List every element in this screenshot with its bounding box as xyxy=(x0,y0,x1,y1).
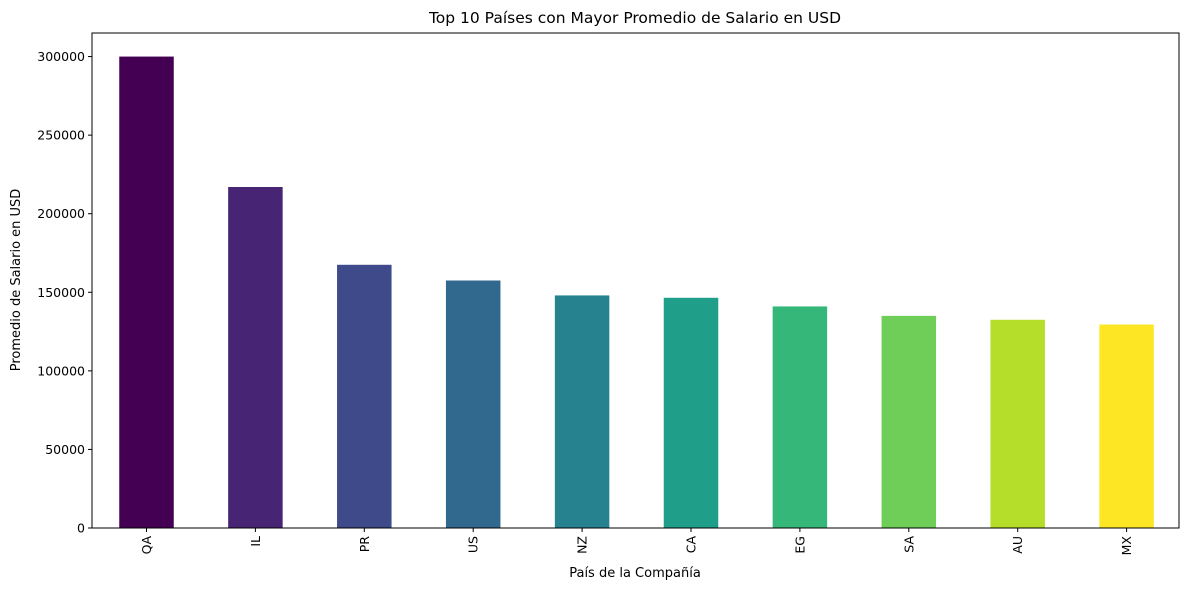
bars-group xyxy=(119,56,1154,528)
y-tick-label: 100000 xyxy=(37,363,85,378)
x-tick-label-au: AU xyxy=(1010,536,1025,554)
x-tick-label-eg: EG xyxy=(792,536,807,554)
y-tick-label: 150000 xyxy=(37,285,85,300)
x-tick-label-nz: NZ xyxy=(575,536,590,554)
y-tick-label: 300000 xyxy=(37,49,85,64)
x-tick-label-ca: CA xyxy=(684,536,699,554)
x-tick-label-pr: PR xyxy=(357,536,372,553)
bar-il xyxy=(228,187,283,528)
x-tick-label-qa: QA xyxy=(139,536,154,555)
y-tick-label: 250000 xyxy=(37,128,85,143)
x-axis-ticks: QA IL PR US NZ CA EG SA AU MX xyxy=(139,528,1134,555)
bar-us xyxy=(445,280,501,528)
y-axis-label: Promedio de Salario en USD xyxy=(9,189,24,372)
chart-title: Top 10 Países con Mayor Promedio de Sala… xyxy=(428,9,841,27)
bar-sa xyxy=(881,315,937,528)
x-tick-label-mx: MX xyxy=(1119,536,1134,556)
bar-mx xyxy=(1099,324,1154,528)
bar-eg xyxy=(772,306,828,528)
x-tick-label-il: IL xyxy=(248,536,263,547)
y-tick-label: 0 xyxy=(77,521,85,536)
bar-qa xyxy=(119,56,174,528)
y-tick-label: 200000 xyxy=(37,206,85,221)
y-axis-ticks: 0 50000 100000 150000 200000 250000 300000 xyxy=(37,49,92,536)
y-tick-label: 50000 xyxy=(45,442,85,457)
x-tick-label-us: US xyxy=(466,536,481,553)
x-tick-label-sa: SA xyxy=(901,536,916,553)
plot-frame xyxy=(91,32,1180,529)
x-axis-label: País de la Compañía xyxy=(569,566,701,581)
bar-pr xyxy=(337,264,392,528)
bar-nz xyxy=(554,295,610,528)
bar-ca xyxy=(663,297,719,528)
bar-au xyxy=(990,319,1045,528)
